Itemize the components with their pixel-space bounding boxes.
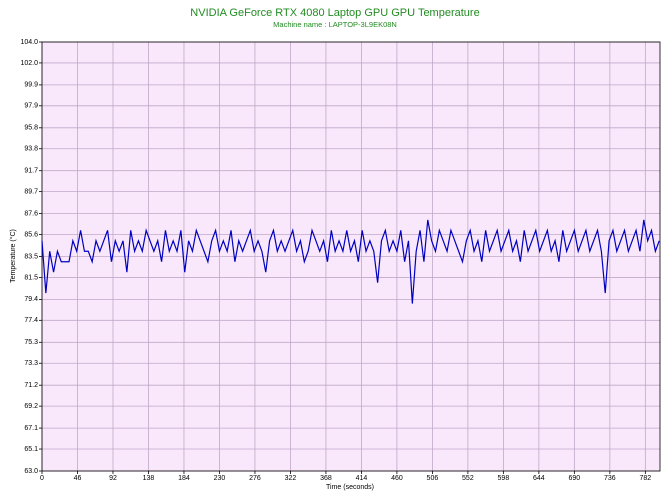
x-tick-label: 782 (639, 475, 651, 482)
x-tick-label: 184 (178, 475, 190, 482)
x-tick-label: 644 (533, 475, 545, 482)
x-tick-label: 690 (569, 475, 581, 482)
x-axis-label: Time (seconds) (326, 484, 374, 491)
y-tick-label: 77.4 (24, 317, 38, 324)
x-tick-label: 138 (143, 475, 155, 482)
x-tick-label: 276 (249, 475, 261, 482)
x-tick-label: 230 (214, 475, 226, 482)
y-tick-label: 71.2 (24, 382, 38, 389)
x-tick-label: 460 (391, 475, 403, 482)
x-tick-label: 506 (427, 475, 439, 482)
y-tick-label: 104.0 (20, 39, 38, 46)
y-tick-label: 99.9 (24, 82, 38, 89)
y-tick-label: 79.4 (24, 296, 38, 303)
y-tick-label: 85.6 (24, 231, 38, 238)
x-tick-label: 552 (462, 475, 474, 482)
y-tick-label: 87.6 (24, 210, 38, 217)
y-tick-label: 81.5 (24, 274, 38, 281)
x-tick-label: 322 (285, 475, 297, 482)
y-tick-label: 93.8 (24, 146, 38, 153)
y-tick-label: 65.1 (24, 446, 38, 453)
x-tick-label: 414 (356, 475, 368, 482)
data-line (41, 219, 660, 304)
x-tick-label: 0 (40, 475, 44, 482)
x-tick-label: 368 (320, 475, 332, 482)
chart-title: NVIDIA GeForce RTX 4080 Laptop GPU GPU T… (190, 7, 479, 19)
y-axis-label: Temperature (°C) (9, 229, 17, 283)
y-tick-label: 69.2 (24, 403, 38, 410)
y-tick-label: 83.5 (24, 253, 38, 260)
y-tick-label: 97.9 (24, 103, 38, 110)
y-tick-label: 67.1 (24, 425, 38, 432)
y-tick-label: 75.3 (24, 339, 38, 346)
x-tick-label: 92 (109, 475, 117, 482)
y-tick-label: 91.7 (24, 168, 38, 175)
y-tick-label: 89.7 (24, 188, 38, 195)
y-tick-label: 73.3 (24, 360, 38, 367)
y-tick-label: 95.8 (24, 125, 38, 132)
x-tick-label: 598 (498, 475, 510, 482)
x-tick-label: 736 (604, 475, 616, 482)
y-tick-label: 63.0 (24, 468, 38, 475)
chart-subtitle: Machine name : LAPTOP-3L9EK08N (273, 20, 397, 29)
y-tick-label: 102.0 (20, 60, 38, 67)
x-tick-label: 46 (74, 475, 82, 482)
plot-border (41, 41, 661, 472)
